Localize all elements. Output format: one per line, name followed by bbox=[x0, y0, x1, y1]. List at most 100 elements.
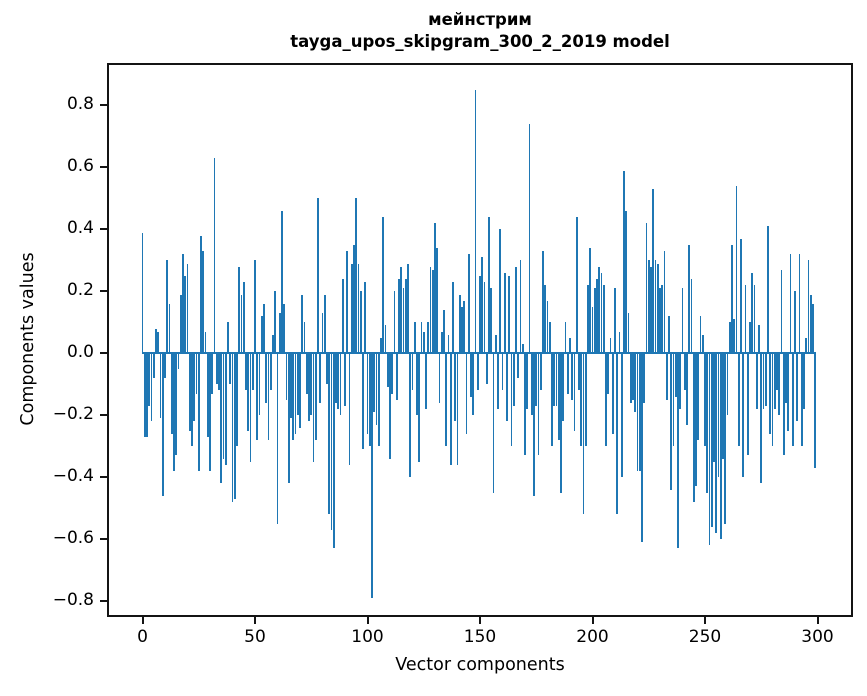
bar-component-146 bbox=[470, 353, 472, 397]
bar-component-106 bbox=[380, 337, 382, 354]
bar-component-279 bbox=[769, 353, 772, 434]
bar-component-280 bbox=[771, 353, 774, 447]
bar-component-282 bbox=[776, 353, 778, 391]
bar-component-96 bbox=[357, 263, 360, 354]
bar-component-115 bbox=[400, 266, 403, 354]
bar-component-223 bbox=[643, 353, 646, 403]
bar-component-182 bbox=[551, 353, 553, 447]
bar-component-214 bbox=[623, 170, 625, 354]
bar-component-271 bbox=[751, 272, 754, 354]
x-axis-label: Vector components bbox=[395, 655, 565, 675]
bar-component-225 bbox=[647, 260, 650, 354]
bar-component-270 bbox=[749, 322, 751, 354]
bar-component-230 bbox=[659, 288, 661, 354]
bar-component-168 bbox=[519, 260, 522, 354]
bar-component-154 bbox=[488, 217, 490, 354]
y-tick-label-0.8: 0.8 bbox=[66, 94, 94, 115]
y-tick-mark-0.8 bbox=[100, 104, 107, 107]
bar-component-203 bbox=[598, 266, 601, 354]
bar-component-77 bbox=[314, 353, 317, 441]
bar-component-67 bbox=[292, 353, 295, 441]
bar-component-258 bbox=[722, 353, 724, 459]
bar-component-135 bbox=[445, 353, 448, 447]
bar-component-191 bbox=[571, 353, 574, 400]
bar-component-33 bbox=[215, 353, 218, 385]
bar-component-181 bbox=[548, 322, 551, 354]
bar-component-142 bbox=[461, 306, 463, 354]
bar-component-184 bbox=[555, 353, 558, 406]
bar-component-268 bbox=[744, 285, 747, 354]
x-tick-label-50: 50 bbox=[244, 627, 266, 647]
bar-component-43 bbox=[238, 266, 241, 354]
bar-component-127 bbox=[427, 322, 430, 354]
bar-component-187 bbox=[562, 353, 565, 422]
bar-component-108 bbox=[384, 325, 387, 354]
bar-component-68 bbox=[294, 353, 297, 434]
y-tick-mark-0.4 bbox=[100, 228, 107, 231]
bar-component-183 bbox=[553, 353, 556, 406]
bar-component-216 bbox=[627, 313, 630, 354]
bar-component-205 bbox=[602, 285, 605, 354]
bar-component-31 bbox=[211, 353, 214, 394]
bar-component-21 bbox=[188, 353, 191, 431]
y-tick-mark--0.4 bbox=[100, 476, 107, 479]
bar-component-204 bbox=[600, 272, 603, 354]
bar-component-169 bbox=[521, 344, 524, 354]
bar-component-170 bbox=[524, 353, 526, 456]
bar-component-165 bbox=[512, 353, 515, 406]
bar-component-190 bbox=[569, 337, 571, 354]
bar-component-293 bbox=[800, 353, 803, 447]
bar-component-10 bbox=[164, 353, 166, 379]
bar-component-48 bbox=[249, 353, 252, 462]
bar-component-256 bbox=[717, 353, 720, 478]
bar-component-185 bbox=[557, 353, 560, 441]
bar-component-218 bbox=[632, 353, 634, 400]
bar-component-114 bbox=[398, 279, 400, 354]
bar-component-104 bbox=[375, 353, 378, 425]
bar-component-70 bbox=[299, 353, 301, 428]
bar-component-298 bbox=[812, 303, 814, 354]
bar-component-17 bbox=[179, 294, 182, 354]
bar-component-254 bbox=[713, 353, 715, 462]
y-tick-label--0.4: −0.4 bbox=[52, 466, 94, 487]
zero-line bbox=[141, 352, 817, 355]
bar-component-120 bbox=[411, 353, 414, 391]
bar-component-107 bbox=[382, 217, 385, 354]
bar-component-32 bbox=[213, 158, 216, 354]
bar-component-194 bbox=[578, 353, 580, 391]
bar-component-222 bbox=[641, 353, 643, 543]
bar-component-167 bbox=[517, 353, 520, 379]
bar-component-98 bbox=[362, 353, 364, 450]
bar-component-110 bbox=[389, 353, 391, 459]
bar-component-69 bbox=[296, 353, 299, 416]
bar-component-13 bbox=[170, 353, 173, 434]
bar-component-163 bbox=[508, 275, 511, 354]
bar-component-20 bbox=[186, 263, 189, 354]
bar-component-156 bbox=[492, 353, 495, 493]
bar-component-248 bbox=[699, 316, 702, 354]
bar-component-45 bbox=[242, 282, 245, 354]
chart-title-line1: мейнстрим bbox=[428, 10, 532, 29]
bar-component-153 bbox=[485, 353, 488, 385]
bar-component-6 bbox=[155, 328, 157, 354]
y-tick-label-0.6: 0.6 bbox=[66, 156, 94, 177]
bar-component-11 bbox=[166, 260, 169, 354]
bar-component-251 bbox=[706, 353, 709, 493]
bar-component-83 bbox=[328, 353, 331, 515]
bar-component-50 bbox=[254, 260, 256, 354]
bar-component-130 bbox=[434, 223, 436, 354]
x-tick-mark-200 bbox=[591, 617, 594, 624]
bar-component-239 bbox=[679, 353, 682, 410]
bar-component-252 bbox=[708, 353, 711, 546]
bar-component-131 bbox=[436, 248, 439, 354]
x-tick-mark-300 bbox=[816, 617, 819, 624]
y-axis-label: Components values bbox=[18, 252, 38, 426]
bar-component-249 bbox=[701, 334, 704, 354]
bar-component-75 bbox=[310, 353, 313, 416]
bar-component-9 bbox=[161, 353, 164, 496]
bar-component-215 bbox=[625, 210, 628, 354]
bar-component-174 bbox=[533, 353, 535, 496]
bar-component-180 bbox=[546, 300, 549, 354]
y-tick-mark-0.2 bbox=[100, 290, 107, 293]
bar-component-38 bbox=[227, 322, 229, 354]
